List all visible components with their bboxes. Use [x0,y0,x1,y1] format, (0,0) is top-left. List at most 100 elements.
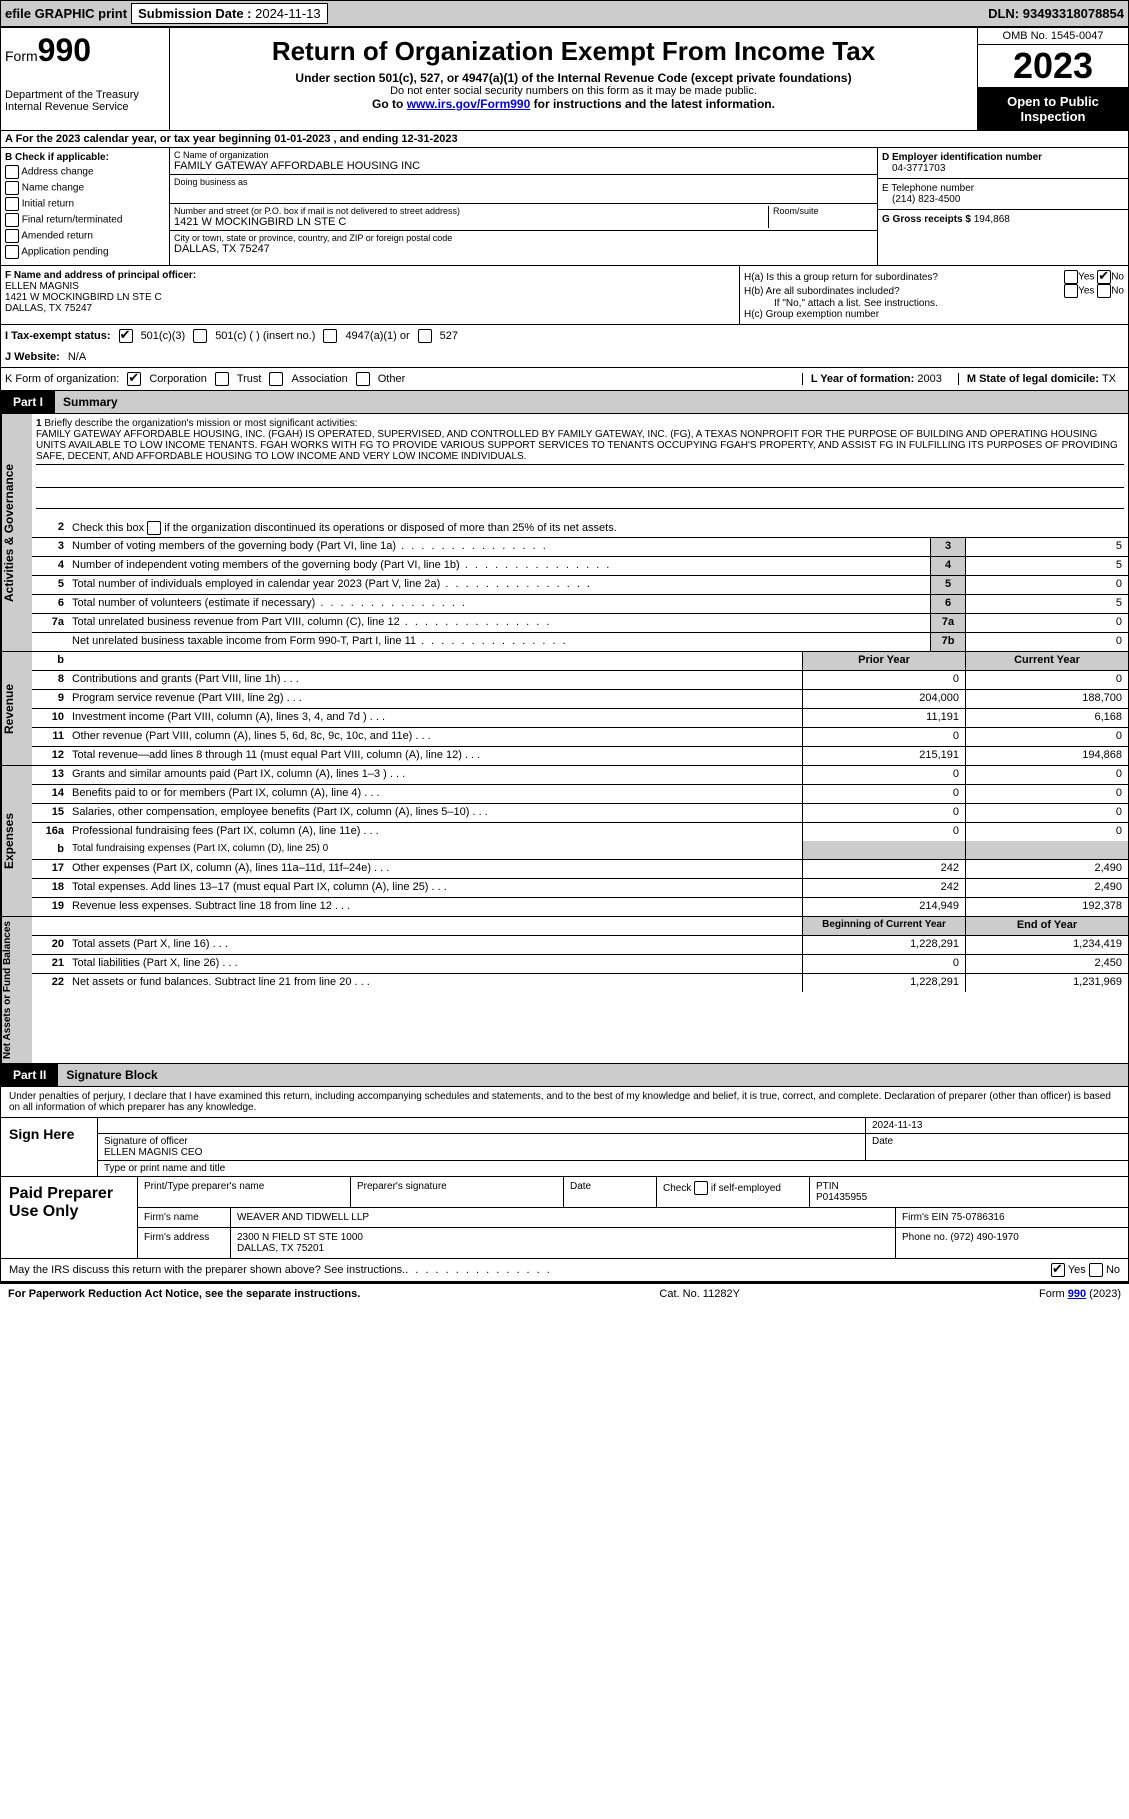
hc-label: H(c) Group exemption number [744,309,1124,320]
checkbox-icon [5,213,19,227]
mission-text: FAMILY GATEWAY AFFORDABLE HOUSING, INC. … [36,429,1124,465]
col-begin: Beginning of Current Year [802,917,965,935]
section-deg: D Employer identification number 04-3771… [877,148,1128,265]
blank-line [36,473,1124,488]
exp-body: 13Grants and similar amounts paid (Part … [32,766,1128,916]
checkbox-icon[interactable] [1064,270,1078,284]
gross-val: 194,868 [974,214,1010,225]
dln-label: DLN: [988,6,1023,21]
line-: Net unrelated business taxable income fr… [32,633,1128,651]
header-left: Form990 Department of the Treasury Inter… [1,28,170,130]
line-5: 5Total number of individuals employed in… [32,576,1128,595]
discuss-text: May the IRS discuss this return with the… [9,1264,405,1276]
chk-pending[interactable]: Application pending [5,245,165,259]
summary-rev: Revenue bPrior YearCurrent Year 8Contrib… [0,652,1129,766]
mission-label: Briefly describe the organization's miss… [44,418,357,429]
dln-value: 93493318078854 [1023,6,1124,21]
checkbox-icon[interactable] [119,329,133,343]
opt-address: Address change [21,167,93,178]
checkbox-icon[interactable] [147,521,161,535]
website-val: N/A [68,351,86,363]
chk-amended[interactable]: Amended return [5,229,165,243]
line-12: 12Total revenue—add lines 8 through 11 (… [32,747,1128,765]
dots [405,1264,552,1276]
chk-name[interactable]: Name change [5,181,165,195]
checkbox-icon[interactable] [127,372,141,386]
line-9: 9Program service revenue (Part VIII, lin… [32,690,1128,709]
section-c: C Name of organization FAMILY GATEWAY AF… [170,148,877,265]
checkbox-icon[interactable] [269,372,283,386]
org-name-label: C Name of organization [174,150,873,160]
k-label: K Form of organization: [5,373,119,385]
part2-title: Signature Block [58,1064,1128,1086]
no-label: No [1106,1264,1120,1276]
phone-label: E Telephone number [882,183,974,194]
line16b-text: Total fundraising expenses (Part IX, col… [68,841,802,859]
section-b: B Check if applicable: Address change Na… [1,148,170,265]
sig-label: Signature of officer [104,1136,188,1147]
checkbox-icon[interactable] [1051,1263,1065,1277]
firm-addr-label: Firm's address [138,1228,231,1258]
checkbox-icon[interactable] [356,372,370,386]
line-21: 21Total liabilities (Part X, line 26) . … [32,955,1128,974]
checkbox-icon[interactable] [694,1181,708,1195]
checkbox-icon [5,181,19,195]
officer-city: DALLAS, TX 75247 [5,303,92,314]
hb-label: H(b) Are all subordinates included? [744,286,1064,297]
row-k: K Form of organization: Corporation Trus… [0,368,1129,391]
chk-address[interactable]: Address change [5,165,165,179]
omb-number: OMB No. 1545-0047 [978,28,1128,45]
form-label: Form [1039,1288,1068,1300]
dba-label: Doing business as [174,177,873,187]
line-2: 2Check this box if the organization disc… [32,519,1128,538]
part1-label: Part I [1,391,55,413]
checkbox-icon[interactable] [323,329,337,343]
year-end: 12-31-2023 [401,133,457,145]
city-label: City or town, state or province, country… [174,233,873,243]
chk-initial[interactable]: Initial return [5,197,165,211]
yes-label: Yes [1078,272,1094,283]
goto-line: Go to www.irs.gov/Form990 for instructio… [174,97,973,111]
submission-date: 2024-11-13 [255,6,321,21]
open-public: Open to Public Inspection [978,88,1128,130]
footer-bottom: For Paperwork Reduction Act Notice, see … [0,1282,1129,1304]
form-990-link[interactable]: 990 [1068,1288,1086,1300]
firm-ein: 75-0786316 [951,1212,1004,1223]
checkbox-icon[interactable] [1089,1263,1103,1277]
row-i: I Tax-exempt status: 501(c)(3) 501(c) ( … [0,325,1129,347]
mission-block: 1 Briefly describe the organization's mi… [32,414,1128,519]
top-bar: efile GRAPHIC print Submission Date : 20… [0,0,1129,27]
part2-header: Part II Signature Block [0,1064,1129,1087]
rev-body: bPrior YearCurrent Year 8Contributions a… [32,652,1128,765]
checkbox-icon[interactable] [418,329,432,343]
summary-net: Net Assets or Fund Balances Beginning of… [0,917,1129,1064]
line-10: 10Investment income (Part VIII, column (… [32,709,1128,728]
section-h: H(a) Is this a group return for subordin… [739,266,1128,324]
line-14: 14Benefits paid to or for members (Part … [32,785,1128,804]
chk-final[interactable]: Final return/terminated [5,213,165,227]
preparer-label: Paid Preparer Use Only [1,1177,138,1258]
checkbox-icon [5,245,19,259]
no-label: No [1111,272,1124,283]
yes-label: Yes [1068,1264,1086,1276]
checkbox-icon[interactable] [1064,284,1078,298]
tab-netassets: Net Assets or Fund Balances [1,917,32,1063]
goto-link[interactable]: www.irs.gov/Form990 [407,97,531,111]
department: Department of the Treasury Internal Reve… [5,89,165,113]
firm-addr: 2300 N FIELD ST STE 1000 DALLAS, TX 7520… [231,1228,896,1258]
checkbox-icon[interactable] [1097,284,1111,298]
room-label: Room/suite [773,206,873,216]
section-f: F Name and address of principal officer:… [1,266,739,324]
goto-prefix: Go to [372,97,407,111]
row-a: A For the 2023 calendar year, or tax yea… [0,131,1129,148]
checkbox-icon[interactable] [215,372,229,386]
line-8: 8Contributions and grants (Part VIII, li… [32,671,1128,690]
ein-label: D Employer identification number [882,152,1042,163]
efile-label: efile GRAPHIC print [5,6,127,21]
checkbox-icon[interactable] [1097,270,1111,284]
ha-label: H(a) Is this a group return for subordin… [744,272,1064,283]
tab-expenses: Expenses [1,766,32,916]
rev-header: bPrior YearCurrent Year [32,652,1128,671]
opt-final: Final return/terminated [22,215,123,226]
checkbox-icon[interactable] [193,329,207,343]
